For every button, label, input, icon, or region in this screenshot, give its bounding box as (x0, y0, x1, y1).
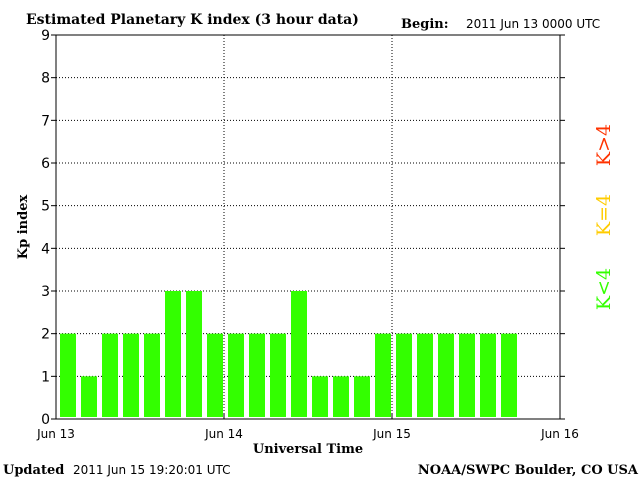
y-axis-label: Kp index (16, 195, 31, 260)
legend-item: K=4 (593, 194, 615, 236)
updated-value: 2011 Jun 15 19:20:01 UTC (73, 463, 231, 477)
y-tick-label: 5 (41, 199, 50, 215)
legend-item: K<4 (593, 268, 615, 310)
bar (501, 333, 517, 417)
y-tick-label: 6 (41, 156, 50, 172)
credit-text: NOAA/SWPC Boulder, CO USA (418, 463, 639, 478)
x-axis-ticks: Jun 13 Jun 14 Jun 15 Jun 16 (36, 413, 579, 441)
begin-value: 2011 Jun 13 0000 UTC (466, 17, 600, 31)
bar (270, 333, 286, 417)
x-tick-label: Jun 15 (372, 427, 411, 441)
x-tick-label: Jun 16 (540, 427, 579, 441)
plot-frame (55, 34, 561, 420)
bar (396, 333, 412, 417)
y-tick-label: 3 (41, 284, 50, 300)
bar (186, 291, 202, 417)
bar (165, 291, 181, 417)
bar (480, 333, 496, 417)
bar (60, 333, 76, 417)
bar (459, 333, 475, 417)
plot-area: 0 1 2 3 4 5 6 7 8 9 Jun 13 Jun 14 Jun 15 Jun 16 (36, 28, 579, 441)
bar (102, 333, 118, 417)
bars (60, 291, 517, 417)
bar (207, 333, 223, 417)
updated-label: Updated (3, 463, 64, 478)
bar (249, 333, 265, 417)
bar (291, 291, 307, 417)
chart-title: Estimated Planetary K index (3 hour data… (26, 12, 359, 28)
y-tick-label: 8 (41, 71, 50, 87)
bar (144, 333, 160, 417)
y-tick-label: 4 (41, 241, 50, 257)
bar (333, 376, 349, 417)
grid-lines (56, 35, 560, 419)
legend-item: K>4 (593, 124, 615, 166)
x-tick-label: Jun 13 (36, 427, 75, 441)
y-tick-label: 7 (41, 113, 50, 129)
bar (375, 333, 391, 417)
bar (81, 376, 97, 417)
y-tick-label: 2 (41, 327, 50, 343)
y-tick-label: 0 (41, 412, 50, 428)
bar (312, 376, 328, 417)
x-axis-label: Universal Time (253, 442, 363, 457)
bar (354, 376, 370, 417)
begin-label: Begin: (401, 17, 449, 32)
y-tick-label: 9 (41, 28, 50, 44)
bar (417, 333, 433, 417)
legend: K<4 K=4 K>4 (593, 124, 615, 310)
bar (228, 333, 244, 417)
bar (438, 333, 454, 417)
x-tick-label: Jun 14 (204, 427, 243, 441)
y-tick-label: 1 (41, 369, 50, 385)
bar (123, 333, 139, 417)
y-axis-ticks: 0 1 2 3 4 5 6 7 8 9 (41, 28, 565, 428)
